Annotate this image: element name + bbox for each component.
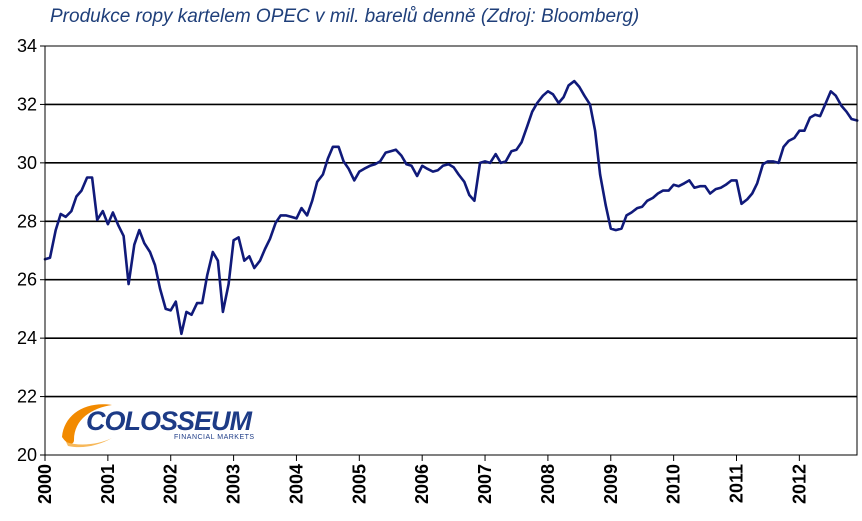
- x-tick-label: 2000: [35, 464, 55, 504]
- x-tick-label: 2008: [538, 464, 558, 504]
- y-tick-label: 32: [17, 94, 37, 114]
- y-tick-label: 24: [17, 328, 37, 348]
- chart-title: Produkce ropy kartelem OPEC v mil. barel…: [50, 6, 640, 27]
- y-tick-label: 20: [17, 445, 37, 465]
- x-tick-label: 2002: [161, 464, 181, 504]
- logo-swoosh-icon: [62, 404, 112, 444]
- plot-area: [45, 46, 857, 455]
- y-axis-ticks: 20 22 24 26 28 30 32 34: [17, 36, 45, 465]
- colosseum-logo: COLOSSEUM FINANCIAL MARKETS: [62, 404, 255, 448]
- x-axis-ticks: 2000 2001 2002 2003 2004 2005 2006 2007 2008 2009…: [35, 455, 809, 504]
- logo-tagline: FINANCIAL MARKETS: [174, 434, 255, 441]
- y-tick-label: 26: [17, 270, 37, 290]
- x-tick-label: 2005: [349, 464, 369, 504]
- x-tick-label: 2011: [726, 464, 746, 503]
- series-line: [43, 79, 859, 336]
- y-tick-label: 30: [17, 153, 37, 173]
- logo-swoosh-shadow-icon: [66, 438, 112, 448]
- x-tick-label: 2007: [475, 464, 495, 504]
- x-tick-label: 2004: [286, 464, 306, 504]
- y-tick-label: 34: [17, 36, 37, 56]
- x-tick-label: 2009: [601, 464, 621, 504]
- plot-frame: [44, 45, 858, 456]
- x-tick-label: 2001: [98, 464, 118, 504]
- gridlines: [45, 103, 857, 398]
- y-tick-label: 28: [17, 211, 37, 231]
- y-tick-label: 22: [17, 387, 37, 407]
- x-tick-label: 2012: [789, 464, 809, 504]
- x-tick-label: 2010: [664, 464, 684, 504]
- x-tick-label: 2003: [224, 464, 244, 504]
- logo-name: COLOSSEUM: [86, 406, 253, 436]
- x-tick-label: 2006: [412, 464, 432, 504]
